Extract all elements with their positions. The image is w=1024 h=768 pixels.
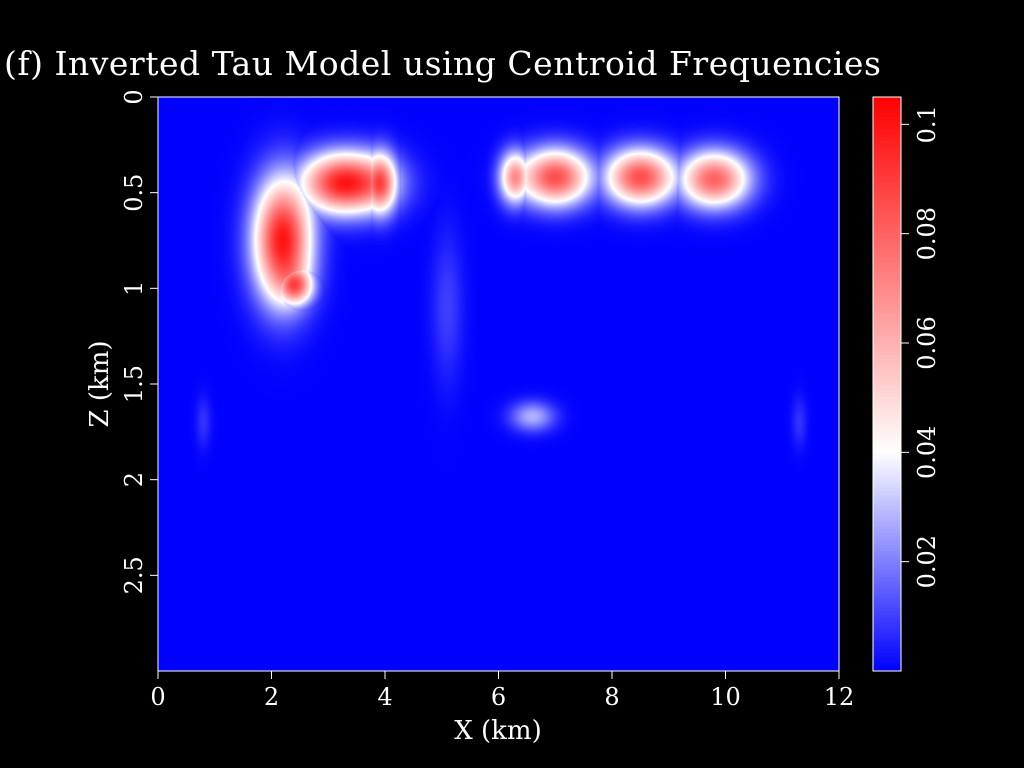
y-tick-label: 1.5 — [120, 365, 148, 403]
colorbar-ticks: 0.02 0.04 0.06 0.08 0.1 — [901, 105, 941, 588]
colorbar-tick-label: 0.08 — [913, 207, 941, 260]
x-tick-label: 12 — [824, 683, 855, 711]
x-tick-label: 10 — [710, 683, 741, 711]
colorbar-tick-label: 0.04 — [913, 426, 941, 479]
x-axis: 0 2 4 6 8 10 12 — [150, 671, 854, 711]
colorbar: 0.02 0.04 0.06 0.08 0.1 — [872, 96, 941, 672]
colorbar-tick-label: 0.02 — [913, 535, 941, 588]
heatmap-image — [158, 97, 839, 671]
x-axis-label: X (km) — [454, 716, 541, 746]
colorbar-gradient — [873, 97, 901, 671]
y-axis-label: Z (km) — [85, 340, 115, 427]
plot-area — [157, 96, 840, 672]
y-tick-label: 0.5 — [120, 174, 148, 212]
x-tick-label: 8 — [604, 683, 619, 711]
chart-title: (f) Inverted Tau Model using Centroid Fr… — [4, 44, 881, 83]
y-tick-label: 2 — [120, 472, 148, 487]
colorbar-tick-label: 0.06 — [913, 316, 941, 369]
colorbar-tick-label: 0.1 — [913, 105, 941, 143]
x-tick-label: 0 — [150, 683, 165, 711]
y-tick-label: 1 — [120, 281, 148, 296]
y-axis: 0 0.5 1 1.5 2 2.5 — [120, 89, 158, 594]
x-tick-label: 2 — [264, 683, 279, 711]
y-tick-label: 0 — [120, 89, 148, 104]
x-tick-label: 4 — [377, 683, 392, 711]
x-tick-label: 6 — [491, 683, 506, 711]
colorbar-frame — [872, 96, 902, 672]
y-tick-label: 2.5 — [120, 556, 148, 594]
